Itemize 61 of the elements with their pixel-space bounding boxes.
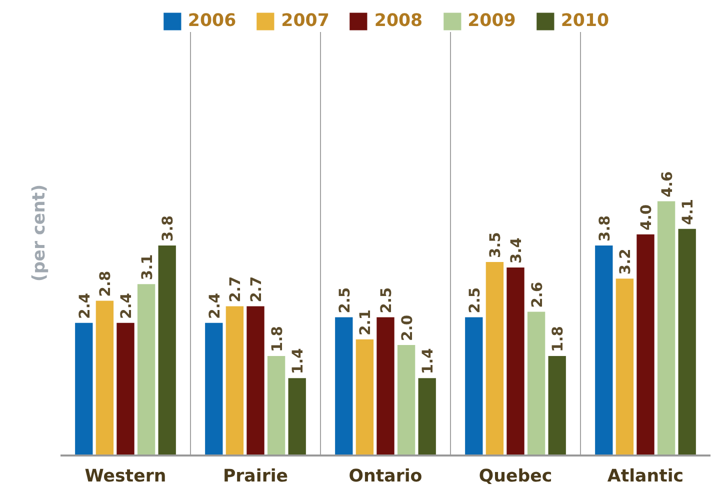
data-label: 2.7 xyxy=(248,276,265,302)
bar xyxy=(506,268,524,456)
bar xyxy=(96,300,114,456)
bar xyxy=(158,245,176,456)
bar xyxy=(246,306,264,456)
legend-label: 2007 xyxy=(281,11,330,31)
bar xyxy=(288,378,306,456)
bar xyxy=(636,234,654,456)
x-tick-label: Ontario xyxy=(348,466,422,486)
data-label: 3.8 xyxy=(160,215,177,242)
bar xyxy=(548,356,566,456)
bar xyxy=(356,339,374,456)
bar xyxy=(397,344,416,456)
data-label: 2.5 xyxy=(466,287,484,314)
data-label: 2.5 xyxy=(336,287,354,314)
bar xyxy=(205,322,223,456)
data-label: 3.1 xyxy=(138,254,156,280)
data-label: 4.0 xyxy=(638,204,655,230)
data-label: 2.1 xyxy=(357,309,374,336)
data-label: 2.4 xyxy=(76,292,94,319)
bar xyxy=(226,306,244,456)
data-label: 4.1 xyxy=(680,198,697,225)
bar xyxy=(376,317,394,456)
bar xyxy=(75,322,93,456)
bar xyxy=(335,317,353,456)
x-tick-label: Western xyxy=(84,466,166,486)
x-tick-label: Quebec xyxy=(478,466,552,486)
x-tick-label: Prairie xyxy=(222,466,288,486)
bar xyxy=(678,228,696,456)
data-label: 2.0 xyxy=(398,314,416,341)
bar xyxy=(595,245,613,456)
data-label: 3.4 xyxy=(508,238,525,264)
data-label: 2.8 xyxy=(97,270,114,297)
bar xyxy=(267,356,286,456)
bar xyxy=(486,262,504,456)
data-label: 3.8 xyxy=(596,215,614,242)
data-label: 2.5 xyxy=(378,287,395,314)
bar xyxy=(657,201,676,456)
bar xyxy=(418,378,436,456)
legend-label: 2009 xyxy=(468,11,516,31)
legend-label: 2008 xyxy=(374,11,423,31)
data-label: 1.8 xyxy=(268,326,286,352)
bar xyxy=(465,317,483,456)
data-label: 1.4 xyxy=(420,348,437,374)
data-label: 2.4 xyxy=(118,292,135,319)
legend-label: 2010 xyxy=(560,11,610,31)
data-label: 2.4 xyxy=(206,292,224,319)
y-axis-title: (per cent) xyxy=(30,184,50,282)
data-label: 2.6 xyxy=(528,282,546,308)
bar xyxy=(116,322,134,456)
bar xyxy=(616,278,634,456)
legend-label: 2006 xyxy=(188,11,236,31)
data-label: 4.6 xyxy=(658,171,676,198)
bar xyxy=(527,312,546,456)
bar xyxy=(137,284,156,456)
data-label: 3.2 xyxy=(617,248,634,275)
data-label: 1.8 xyxy=(550,326,567,352)
data-label: 1.4 xyxy=(290,348,307,374)
data-label: 3.5 xyxy=(487,232,504,258)
x-tick-label: Atlantic xyxy=(607,466,684,486)
data-label: 2.7 xyxy=(227,276,244,302)
